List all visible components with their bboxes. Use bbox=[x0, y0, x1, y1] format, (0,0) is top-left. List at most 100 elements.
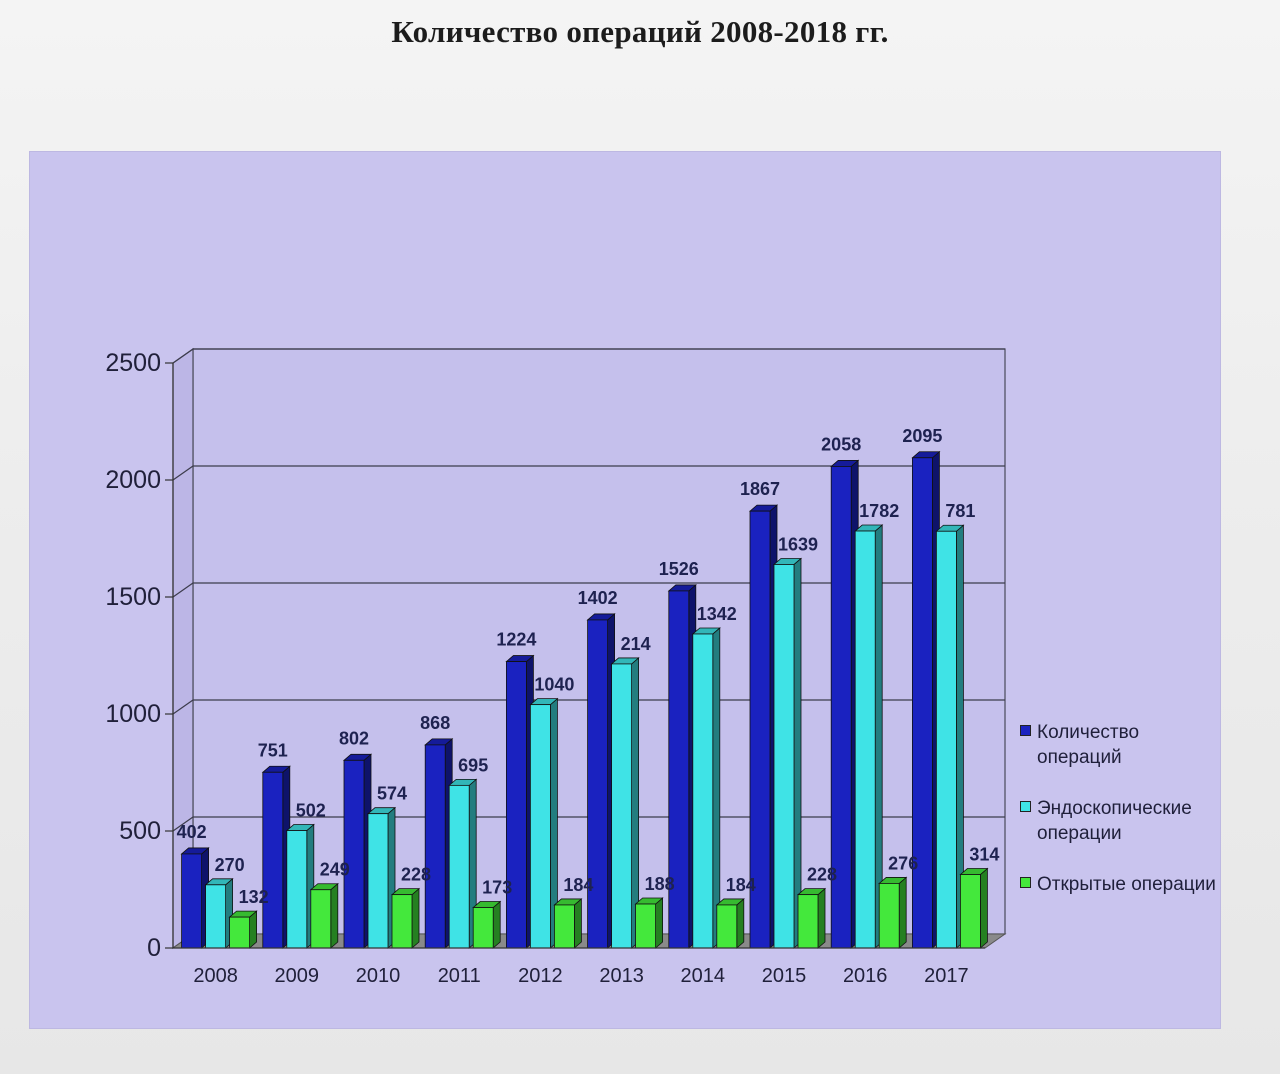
data-label-1-2013: 214 bbox=[621, 634, 651, 654]
bar-1-2015 bbox=[772, 557, 803, 949]
y-tick-label-500: 500 bbox=[119, 817, 161, 845]
bar-1-2014 bbox=[691, 627, 721, 949]
data-label-0-2009: 751 bbox=[258, 740, 288, 760]
bar-front bbox=[773, 564, 795, 949]
y-tick-label-2500: 2500 bbox=[105, 349, 161, 377]
x-tick-label-2011: 2011 bbox=[438, 965, 481, 987]
gridline-1500 bbox=[172, 582, 1005, 598]
bar-front bbox=[367, 813, 389, 949]
bar-front bbox=[391, 894, 413, 949]
data-label-2-2012: 184 bbox=[563, 875, 593, 895]
bar-front bbox=[343, 759, 365, 949]
bar-0-2013 bbox=[586, 613, 616, 949]
data-label-1-2016: 1782 bbox=[859, 501, 899, 521]
bar-2-2011 bbox=[472, 900, 502, 949]
bar-side bbox=[574, 898, 582, 949]
legend-swatch-total bbox=[1020, 725, 1031, 736]
bar-1-2008 bbox=[204, 877, 234, 949]
bar-0-2009 bbox=[261, 765, 291, 949]
data-label-2-2016: 276 bbox=[888, 853, 918, 873]
bar-1-2010 bbox=[366, 806, 397, 949]
data-label-0-2011: 868 bbox=[420, 713, 450, 733]
bar-chart: 402 270 132 751 502 249 802 574 228 868 695 173 1224… bbox=[105, 347, 1007, 987]
y-tick-label-1500: 1500 bbox=[105, 583, 161, 611]
bar-front bbox=[286, 830, 308, 949]
bar-side bbox=[712, 627, 721, 949]
bar-front bbox=[505, 661, 527, 949]
bar-side bbox=[330, 882, 339, 949]
x-tick-label-2012: 2012 bbox=[518, 965, 563, 987]
bar-side bbox=[980, 867, 988, 949]
legend-swatch-endoscopic bbox=[1020, 801, 1031, 812]
y-tick-label-1000: 1000 bbox=[105, 700, 161, 728]
legend-label-endoscopic: Эндоскопические операции bbox=[1037, 798, 1192, 844]
data-label-1-2010: 574 bbox=[377, 784, 407, 804]
chart-bars bbox=[180, 450, 989, 949]
bar-side bbox=[793, 557, 802, 949]
data-label-2-2015: 228 bbox=[807, 865, 837, 885]
bar-side bbox=[736, 898, 745, 949]
gridline-1000 bbox=[172, 699, 1005, 715]
bar-front bbox=[424, 744, 446, 949]
bar-front bbox=[448, 784, 470, 949]
legend-label-total: Количество операций bbox=[1037, 722, 1140, 768]
x-tick-label-2010: 2010 bbox=[356, 965, 401, 987]
data-label-0-2014: 1526 bbox=[659, 559, 699, 579]
bar-front bbox=[936, 530, 957, 949]
bar-side bbox=[898, 876, 907, 949]
bar-1-2013 bbox=[610, 657, 640, 949]
bar-0-2008 bbox=[180, 847, 210, 949]
chart-legend: Количество операций Эндоскопические опер… bbox=[1020, 720, 1220, 923]
data-label-0-2015: 1867 bbox=[740, 479, 780, 499]
page-title: Количество операций 2008-2018 гг. bbox=[391, 14, 889, 49]
x-tick-label-2017: 2017 bbox=[924, 965, 969, 987]
data-label-2-2013: 188 bbox=[645, 874, 675, 894]
data-label-0-2010: 802 bbox=[339, 728, 369, 748]
gridline-2000 bbox=[172, 465, 1005, 481]
bar-1-2017 bbox=[935, 524, 965, 949]
bar-front bbox=[716, 904, 738, 949]
bar-front bbox=[878, 883, 900, 949]
x-tick-label-2015: 2015 bbox=[762, 965, 807, 987]
bar-front bbox=[262, 771, 284, 949]
bar-front bbox=[635, 903, 656, 949]
bar-side bbox=[817, 887, 826, 949]
data-label-0-2012: 1224 bbox=[496, 630, 536, 650]
bar-front bbox=[587, 619, 608, 949]
bar-front bbox=[554, 904, 575, 949]
chart-gridlines bbox=[172, 348, 1005, 832]
data-label-2-2009: 249 bbox=[320, 860, 350, 880]
bar-1-2009 bbox=[285, 823, 315, 949]
chart-panel: 402 270 132 751 502 249 802 574 228 868 695 173 1224… bbox=[30, 152, 1220, 1028]
legend-item-total: Количество операций bbox=[1020, 720, 1220, 770]
bar-2-2014 bbox=[715, 898, 745, 949]
x-tick-label-2014: 2014 bbox=[681, 965, 726, 987]
data-label-1-2015: 1639 bbox=[778, 534, 818, 554]
x-tick-label-2009: 2009 bbox=[275, 965, 320, 987]
bar-front bbox=[181, 853, 203, 949]
bar-1-2016 bbox=[854, 524, 884, 949]
data-label-1-2008: 270 bbox=[215, 855, 245, 875]
bar-front bbox=[472, 907, 494, 949]
y-tick-label-2000: 2000 bbox=[105, 466, 161, 494]
x-tick-label-2016: 2016 bbox=[843, 965, 888, 987]
bar-0-2011 bbox=[424, 738, 454, 949]
chart-data-labels: 402 270 132 751 502 249 802 574 228 868 695 173 1224… bbox=[177, 426, 1000, 907]
x-tick-label-2008: 2008 bbox=[193, 965, 238, 987]
bar-front bbox=[611, 663, 632, 949]
bar-1-2012 bbox=[529, 697, 559, 949]
bar-side bbox=[655, 897, 663, 949]
x-tick-label-2013: 2013 bbox=[599, 965, 644, 987]
data-label-1-2009: 502 bbox=[296, 801, 326, 821]
bar-0-2010 bbox=[342, 753, 373, 949]
bar-side bbox=[411, 887, 420, 949]
bar-0-2017 bbox=[911, 450, 941, 949]
legend-swatch-open bbox=[1020, 877, 1031, 888]
bar-front bbox=[912, 457, 933, 949]
bar-front bbox=[797, 894, 819, 949]
bar-0-2012 bbox=[505, 654, 535, 949]
chart-axes: 2008 2009 2010 2011 2012 2013 2014 2015 2016 2017… bbox=[105, 349, 985, 987]
data-label-0-2016: 2058 bbox=[821, 434, 861, 454]
bar-2-2010 bbox=[390, 887, 421, 949]
data-label-0-2013: 1402 bbox=[578, 588, 618, 608]
